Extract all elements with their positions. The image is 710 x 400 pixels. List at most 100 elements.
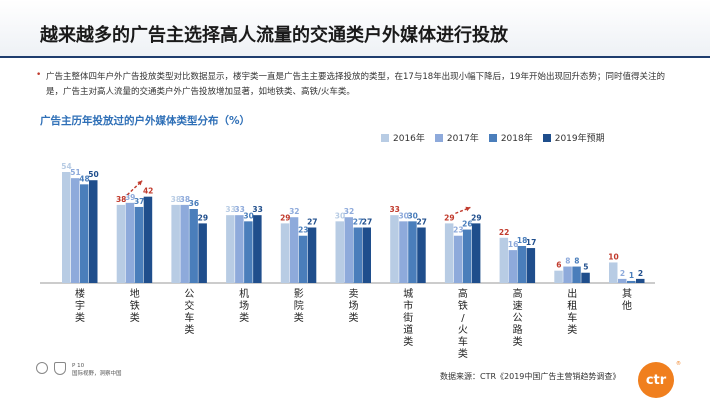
category-label-6-3: 道 [403, 323, 413, 336]
data-label-3-2: 30 [243, 211, 253, 220]
category-label-3-0: 机 [239, 287, 249, 300]
data-label-7-2: 26 [462, 220, 472, 229]
category-label-6-2: 街 [403, 311, 413, 324]
category-label-2-3: 类 [184, 323, 194, 336]
category-label-7-5: 类 [458, 347, 468, 360]
data-label-5-2: 27 [353, 218, 363, 227]
org-logo-icon [36, 362, 48, 374]
category-label-8-3: 路 [513, 323, 523, 336]
category-label-5-2: 类 [349, 311, 359, 324]
category-label-8-1: 速 [513, 300, 523, 312]
legend-item-2018: 2018年 [488, 131, 533, 144]
category-label-1-0: 地 [130, 287, 140, 300]
bar-6-1 [399, 221, 408, 283]
data-label-8-3: 17 [526, 238, 536, 247]
title-divider [0, 56, 710, 58]
bar-8-2 [517, 246, 527, 283]
category-label-9-0: 出 [567, 287, 577, 300]
category-label-6-0: 城 [403, 288, 413, 300]
category-label-8-2: 公 [513, 313, 523, 324]
bar-10-3 [636, 278, 645, 283]
category-label-5-0: 卖 [349, 288, 359, 300]
data-label-0-2: 48 [79, 174, 89, 183]
page-title: 越来越多的广告主选择高人流量的交通类户外媒体进行投放 [40, 25, 508, 46]
bar-8-0 [499, 237, 509, 283]
category-label-6-1: 市 [403, 299, 413, 312]
data-label-4-0: 29 [280, 213, 290, 222]
bar-3-3 [253, 215, 262, 283]
data-label-6-1: 30 [398, 211, 408, 220]
category-label-6-4: 类 [403, 335, 413, 348]
data-label-9-2: 8 [574, 257, 579, 266]
category-label-2-2: 车 [184, 311, 194, 324]
category-label-8-0: 高 [513, 287, 523, 300]
bar-9-1 [563, 266, 572, 283]
legend-swatch-2016 [381, 133, 389, 142]
bar-5-3 [362, 227, 371, 283]
bar-3-2 [244, 221, 253, 283]
data-label-8-2: 18 [517, 236, 527, 245]
category-label-3-1: 场 [239, 299, 249, 312]
bar-5-1 [344, 217, 353, 283]
bar-2-2 [189, 209, 198, 283]
shield-logo-icon [54, 362, 66, 375]
bar-1-3 [143, 196, 153, 283]
category-label-3-2: 类 [239, 311, 249, 324]
data-label-2-1: 38 [180, 195, 190, 204]
legend-item-2016: 2016年 [381, 131, 425, 144]
data-label-4-1: 32 [289, 207, 299, 216]
data-label-7-1: 23 [453, 226, 463, 235]
data-label-3-0: 33 [225, 205, 235, 214]
category-label-8-4: 类 [513, 335, 523, 348]
category-label-1-1: 铁 [130, 299, 140, 312]
bar-0-1 [71, 178, 80, 283]
data-label-9-1: 8 [565, 257, 570, 266]
data-label-1-0: 38 [116, 195, 126, 204]
trend-arrow-head-1 [137, 180, 143, 186]
bar-8-3 [526, 248, 536, 283]
data-label-4-2: 23 [298, 226, 308, 235]
summary-text: 广告主整体四年户外广告投放类型对比数据显示，楼宇类一直是广告主主要选择投放的类型… [46, 72, 665, 97]
bar-1-0 [116, 204, 126, 283]
data-label-8-0: 22 [499, 228, 509, 237]
bar-2-3 [198, 223, 207, 283]
data-label-9-0: 6 [556, 261, 561, 270]
category-label-9-2: 车 [567, 311, 577, 324]
bar-6-0 [390, 215, 399, 283]
category-label-2-1: 交 [184, 299, 194, 312]
legend-label-2018: 2018年 [500, 134, 533, 144]
page-number: P 10 [72, 363, 85, 369]
chart-legend: 2016年 2017年 2018年 2019年预期 [381, 131, 605, 144]
data-label-1-1: 39 [125, 193, 135, 202]
title-bar [0, 0, 710, 56]
data-label-6-0: 33 [389, 205, 399, 214]
bar-9-0 [554, 270, 563, 283]
category-label-7-0: 高 [458, 287, 468, 300]
data-label-8-1: 16 [508, 240, 518, 249]
bar-4-0 [280, 223, 290, 283]
registered-mark: ® [676, 361, 681, 367]
bullet-icon: • [36, 70, 42, 80]
bar-10-2 [627, 280, 636, 283]
bar-7-1 [453, 235, 463, 283]
category-label-4-1: 院 [294, 299, 304, 312]
bar-4-2 [298, 235, 308, 283]
bar-5-2 [353, 227, 362, 283]
category-label-7-4: 车 [458, 335, 468, 348]
bar-7-3 [471, 223, 481, 283]
bar-2-0 [171, 204, 180, 283]
ctr-logo: ctr [638, 362, 674, 398]
bar-0-0 [62, 172, 71, 283]
data-label-2-3: 29 [198, 213, 208, 222]
data-label-2-0: 38 [171, 195, 181, 204]
category-label-5-1: 场 [349, 299, 359, 312]
data-label-2-2: 36 [189, 199, 199, 208]
category-label-0-0: 楼 [75, 287, 85, 300]
data-label-5-0: 30 [335, 211, 345, 220]
data-label-4-3: 27 [307, 218, 317, 227]
bar-7-2 [462, 229, 472, 283]
data-label-10-2: 1 [629, 271, 634, 280]
data-label-5-3: 27 [362, 218, 372, 227]
bar-7-0 [444, 223, 454, 283]
